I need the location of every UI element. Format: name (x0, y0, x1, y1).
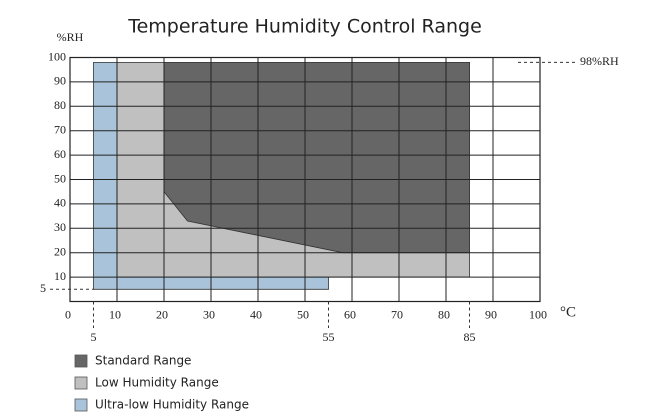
x-reference-label: 5 (91, 330, 97, 344)
y-tick-label: 30 (54, 220, 66, 234)
x-tick-label: 80 (438, 307, 450, 321)
legend-swatch (74, 398, 88, 412)
y-axis-label: %RH (57, 30, 84, 44)
chart-title: Temperature Humidity Control Range (127, 16, 482, 38)
y-tick-label: 50 (54, 171, 66, 185)
region (163, 62, 470, 254)
grid: 10 20 30 40 50 60 70 80 90 100 0 10 20 30 40 50 60 70 80 90… (48, 49, 547, 321)
x-tick-label: 100 (529, 307, 547, 321)
legend: Standard Range Low Humidity Range Ultra-lo… (74, 354, 249, 412)
x-reference-label: 55 (323, 330, 335, 344)
x-tick-label: 20 (156, 307, 168, 321)
x-tick-label: 90 (485, 307, 497, 321)
y-reference-label: 5 (40, 281, 46, 295)
legend-label: Ultra-low Humidity Range (95, 398, 249, 412)
y-tick-label: 40 (54, 196, 66, 210)
y-tick-label: 60 (54, 147, 66, 161)
legend-label: Standard Range (95, 354, 191, 368)
x-tick-label: 30 (203, 307, 215, 321)
x-tick-label: 60 (344, 307, 356, 321)
x-tick-label: 70 (391, 307, 403, 321)
y-tick-label: 80 (54, 98, 66, 112)
x-tick-label: 50 (297, 307, 309, 321)
y-tick-label: 70 (54, 122, 66, 136)
legend-swatch (74, 376, 88, 390)
legend-label: Low Humidity Range (95, 376, 219, 390)
x-tick-label: 0 (65, 307, 71, 321)
x-tick-label: 40 (250, 307, 262, 321)
regions (93, 62, 470, 290)
x-axis-label: °C (560, 304, 576, 320)
x-tick-label: 10 (109, 307, 121, 321)
y-tick-label: 20 (54, 244, 66, 258)
y-tick-label: 100 (48, 49, 66, 63)
x-reference-label: 85 (464, 330, 476, 344)
y-tick-label: 90 (54, 74, 66, 88)
y-reference-label: 98%RH (580, 54, 619, 68)
plot-border (69, 56, 541, 303)
y-tick-label: 10 (54, 269, 66, 283)
legend-swatch (74, 354, 88, 368)
